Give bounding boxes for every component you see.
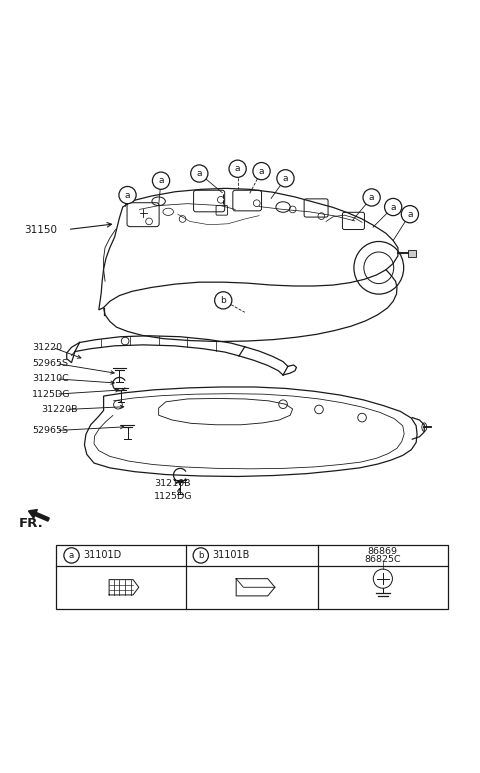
Circle shape	[193, 548, 208, 563]
Text: 86869: 86869	[368, 547, 398, 556]
Circle shape	[401, 206, 419, 223]
Text: 1125DG: 1125DG	[32, 390, 70, 399]
Circle shape	[119, 186, 136, 203]
Circle shape	[215, 291, 232, 309]
Text: 31101B: 31101B	[213, 550, 250, 560]
Text: 31220: 31220	[32, 342, 62, 352]
Bar	[408, 250, 416, 257]
Text: b: b	[220, 296, 226, 305]
Text: a: a	[69, 551, 74, 560]
Text: 31150: 31150	[24, 224, 57, 234]
Text: a: a	[158, 176, 164, 186]
Circle shape	[363, 189, 380, 206]
Text: a: a	[283, 174, 288, 182]
Text: a: a	[259, 167, 264, 175]
Text: 86825C: 86825C	[364, 555, 401, 564]
Text: a: a	[369, 193, 374, 202]
Circle shape	[384, 199, 402, 216]
Circle shape	[277, 170, 294, 187]
Circle shape	[191, 165, 208, 182]
Text: a: a	[197, 169, 202, 178]
Circle shape	[229, 160, 246, 177]
Text: 52965S: 52965S	[32, 359, 68, 368]
Text: FR.: FR.	[19, 517, 44, 530]
Circle shape	[64, 548, 79, 563]
FancyArrow shape	[28, 509, 49, 521]
Circle shape	[253, 162, 270, 180]
Text: 52965S: 52965S	[32, 426, 68, 435]
Circle shape	[153, 172, 169, 189]
Text: a: a	[407, 209, 413, 219]
Bar	[56, 546, 448, 609]
Text: 1125DG: 1125DG	[154, 492, 192, 501]
Text: a: a	[125, 191, 130, 199]
Text: 31210B: 31210B	[154, 478, 191, 488]
Text: a: a	[235, 164, 240, 173]
Text: b: b	[198, 551, 204, 560]
Text: a: a	[390, 203, 396, 212]
Text: 31101D: 31101D	[84, 550, 122, 560]
Text: 31220B: 31220B	[41, 405, 78, 414]
Text: 31210C: 31210C	[32, 374, 69, 383]
